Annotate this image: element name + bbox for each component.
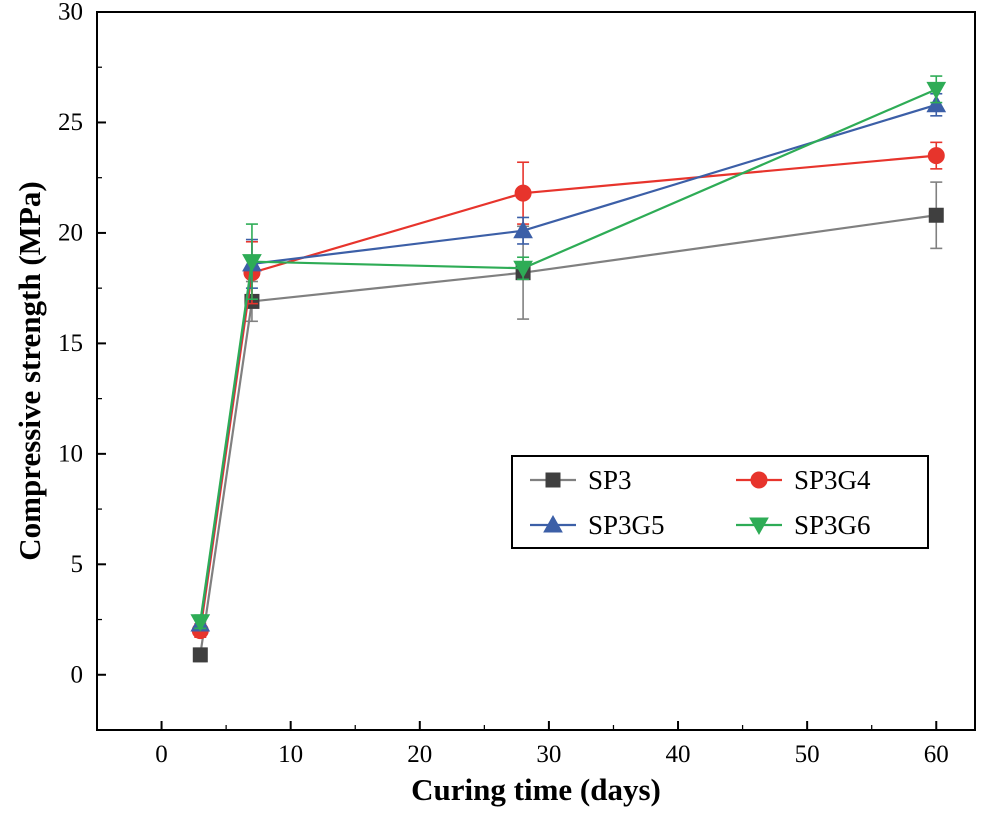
series-marker-triangle-down xyxy=(926,81,947,100)
legend-item-SP3G5: SP3G5 xyxy=(530,510,665,540)
series-marker-circle xyxy=(750,471,768,489)
legend-item-SP3: SP3 xyxy=(530,465,632,495)
legend-label: SP3G6 xyxy=(794,510,871,540)
series-marker-triangle-down xyxy=(513,260,533,279)
legend-item-SP3G4: SP3G4 xyxy=(736,465,871,495)
series-marker-triangle-down xyxy=(242,254,262,272)
x-tick-label: 10 xyxy=(278,741,303,768)
series-line xyxy=(199,88,937,622)
series-marker-triangle-up xyxy=(543,514,563,533)
x-tick-label: 0 xyxy=(155,741,168,768)
x-tick-label: 60 xyxy=(924,741,949,768)
legend-label: SP3G4 xyxy=(794,465,871,495)
x-tick-label: 30 xyxy=(536,741,561,768)
x-axis-title: Curing time (days) xyxy=(411,772,661,807)
y-axis-title: Compressive strength (MPa) xyxy=(12,181,47,561)
x-tick-label: 20 xyxy=(407,741,432,768)
legend-label: SP3 xyxy=(588,465,632,495)
series-marker-triangle-up xyxy=(513,220,533,239)
axis-tick-labels: 0 10 20 30 40 50 60 0 5 10 15 20 25 30 xyxy=(58,0,949,768)
series-marker-square xyxy=(928,207,944,223)
series-marker-square xyxy=(192,647,208,663)
x-tick-label: 40 xyxy=(666,741,691,768)
y-tick-label: 15 xyxy=(58,330,83,357)
axis-ticks xyxy=(96,11,938,731)
y-tick-label: 20 xyxy=(58,219,83,246)
y-tick-label: 0 xyxy=(71,661,84,688)
series-line xyxy=(199,214,937,656)
series-SP3G5 xyxy=(190,92,947,632)
y-tick-label: 25 xyxy=(58,109,83,136)
series-marker-triangle-down xyxy=(190,614,211,632)
series-line xyxy=(199,154,937,631)
series-SP3G6 xyxy=(190,75,947,632)
y-tick-label: 5 xyxy=(71,551,84,578)
y-tick-label: 10 xyxy=(58,440,83,467)
series-marker-triangle-up xyxy=(926,94,947,113)
series-marker-square xyxy=(545,472,561,488)
series-marker-circle xyxy=(927,147,945,165)
legend-item-SP3G6: SP3G6 xyxy=(736,510,871,540)
legend: SP3 SP3G4 SP3G5 SP3G6 xyxy=(511,455,929,549)
series-marker-triangle-down xyxy=(749,517,769,536)
legend-label: SP3G5 xyxy=(588,510,665,540)
legend-box xyxy=(511,455,929,549)
x-tick-label: 50 xyxy=(795,741,820,768)
plot-frame xyxy=(96,11,976,731)
series-marker-circle xyxy=(514,184,532,202)
y-tick-label: 30 xyxy=(58,0,83,26)
series-SP3 xyxy=(192,181,944,663)
